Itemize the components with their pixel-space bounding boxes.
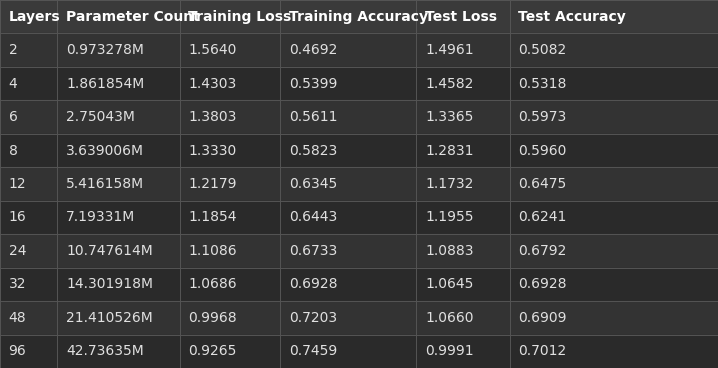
Text: 0.6475: 0.6475 (518, 177, 567, 191)
Text: 1.2831: 1.2831 (425, 144, 474, 158)
Text: 0.5611: 0.5611 (289, 110, 337, 124)
Text: 1.1086: 1.1086 (188, 244, 237, 258)
Text: Training Accuracy: Training Accuracy (289, 10, 428, 24)
Text: 16: 16 (9, 210, 27, 224)
Text: 1.861854M: 1.861854M (66, 77, 144, 91)
Text: 42.73635M: 42.73635M (66, 344, 144, 358)
Bar (0, 301, 718, 335)
Text: 1.1854: 1.1854 (188, 210, 237, 224)
Bar (0, 33, 718, 67)
Text: 24: 24 (9, 244, 26, 258)
Bar (0, 67, 718, 100)
Text: 1.4961: 1.4961 (425, 43, 474, 57)
Text: 0.973278M: 0.973278M (66, 43, 144, 57)
Text: 0.6733: 0.6733 (289, 244, 337, 258)
Text: 0.6792: 0.6792 (518, 244, 567, 258)
Text: 0.6928: 0.6928 (289, 277, 337, 291)
Text: 0.7203: 0.7203 (289, 311, 337, 325)
Text: 1.0645: 1.0645 (425, 277, 473, 291)
Text: 1.0883: 1.0883 (425, 244, 474, 258)
Text: 0.5960: 0.5960 (518, 144, 567, 158)
Text: 0.9265: 0.9265 (188, 344, 236, 358)
Text: Parameter Count: Parameter Count (66, 10, 200, 24)
Text: 0.6928: 0.6928 (518, 277, 567, 291)
Text: 1.4303: 1.4303 (188, 77, 236, 91)
Text: 0.6443: 0.6443 (289, 210, 337, 224)
Text: 0.7459: 0.7459 (289, 344, 337, 358)
Text: 2.75043M: 2.75043M (66, 110, 135, 124)
Text: 0.5082: 0.5082 (518, 43, 567, 57)
Text: 96: 96 (9, 344, 27, 358)
Text: 6: 6 (9, 110, 17, 124)
Text: 0.9968: 0.9968 (188, 311, 237, 325)
Text: 0.4692: 0.4692 (289, 43, 337, 57)
Text: Training Loss: Training Loss (188, 10, 292, 24)
Text: Test Loss: Test Loss (425, 10, 497, 24)
Text: 1.4582: 1.4582 (425, 77, 473, 91)
Text: 0.6241: 0.6241 (518, 210, 567, 224)
Text: 2: 2 (9, 43, 17, 57)
Text: 0.6909: 0.6909 (518, 311, 567, 325)
Text: 0.5973: 0.5973 (518, 110, 567, 124)
Text: Layers: Layers (9, 10, 60, 24)
Bar (0, 234, 718, 268)
Text: 7.19331M: 7.19331M (66, 210, 135, 224)
Text: 1.0686: 1.0686 (188, 277, 237, 291)
Bar (0, 0, 718, 33)
Text: 5.416158M: 5.416158M (66, 177, 144, 191)
Text: 0.9991: 0.9991 (425, 344, 474, 358)
Text: 21.410526M: 21.410526M (66, 311, 153, 325)
Text: 3.639006M: 3.639006M (66, 144, 144, 158)
Bar (0, 100, 718, 134)
Text: 4: 4 (9, 77, 17, 91)
Text: 1.2179: 1.2179 (188, 177, 237, 191)
Text: 8: 8 (9, 144, 17, 158)
Text: 0.6345: 0.6345 (289, 177, 337, 191)
Text: 1.1732: 1.1732 (425, 177, 473, 191)
Text: 32: 32 (9, 277, 26, 291)
Bar (0, 335, 718, 368)
Text: 12: 12 (9, 177, 27, 191)
Text: 14.301918M: 14.301918M (66, 277, 153, 291)
Text: 0.5318: 0.5318 (518, 77, 567, 91)
Text: Test Accuracy: Test Accuracy (518, 10, 626, 24)
Text: 1.5640: 1.5640 (188, 43, 236, 57)
Bar (0, 201, 718, 234)
Text: 1.1955: 1.1955 (425, 210, 474, 224)
Bar (0, 134, 718, 167)
Bar (0, 167, 718, 201)
Text: 1.3330: 1.3330 (188, 144, 236, 158)
Text: 1.3803: 1.3803 (188, 110, 236, 124)
Bar (0, 268, 718, 301)
Text: 48: 48 (9, 311, 27, 325)
Text: 0.5823: 0.5823 (289, 144, 337, 158)
Text: 0.5399: 0.5399 (289, 77, 337, 91)
Text: 1.0660: 1.0660 (425, 311, 474, 325)
Text: 0.7012: 0.7012 (518, 344, 567, 358)
Text: 1.3365: 1.3365 (425, 110, 473, 124)
Text: 10.747614M: 10.747614M (66, 244, 153, 258)
